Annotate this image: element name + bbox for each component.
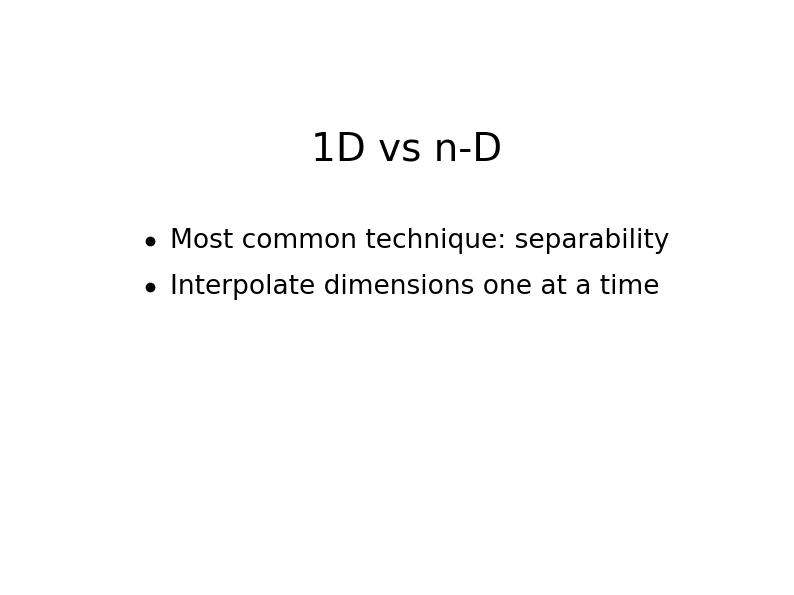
Text: 1D vs n-D: 1D vs n-D xyxy=(311,131,503,169)
Text: Most common technique: separability: Most common technique: separability xyxy=(170,228,669,254)
Text: Interpolate dimensions one at a time: Interpolate dimensions one at a time xyxy=(170,274,660,300)
